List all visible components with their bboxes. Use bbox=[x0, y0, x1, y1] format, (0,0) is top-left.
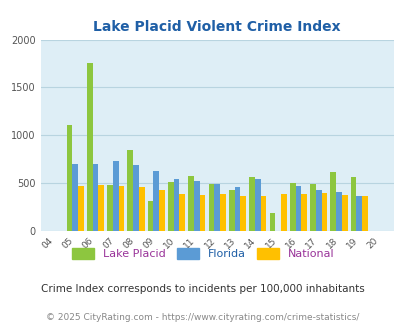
Text: Crime Index corresponds to incidents per 100,000 inhabitants: Crime Index corresponds to incidents per… bbox=[41, 284, 364, 294]
Bar bbox=[356, 196, 361, 231]
Legend: Lake Placid, Florida, National: Lake Placid, Florida, National bbox=[67, 243, 338, 263]
Text: © 2025 CityRating.com - https://www.cityrating.com/crime-statistics/: © 2025 CityRating.com - https://www.city… bbox=[46, 313, 359, 322]
Bar bbox=[199, 195, 205, 231]
Bar bbox=[98, 185, 104, 231]
Bar bbox=[301, 194, 306, 231]
Bar bbox=[118, 186, 124, 231]
Bar bbox=[66, 125, 72, 231]
Bar bbox=[168, 182, 173, 231]
Bar bbox=[153, 171, 159, 231]
Bar bbox=[78, 186, 83, 231]
Bar bbox=[133, 165, 139, 231]
Bar bbox=[173, 179, 179, 231]
Bar bbox=[147, 201, 153, 231]
Bar bbox=[350, 178, 356, 231]
Bar bbox=[280, 194, 286, 231]
Bar bbox=[87, 63, 92, 231]
Title: Lake Placid Violent Crime Index: Lake Placid Violent Crime Index bbox=[93, 20, 340, 34]
Bar bbox=[179, 194, 185, 231]
Bar bbox=[92, 164, 98, 231]
Bar bbox=[269, 213, 275, 231]
Bar bbox=[295, 186, 301, 231]
Bar bbox=[113, 161, 118, 231]
Bar bbox=[194, 181, 199, 231]
Bar bbox=[335, 192, 341, 231]
Bar bbox=[228, 190, 234, 231]
Bar bbox=[260, 196, 266, 231]
Bar bbox=[330, 172, 335, 231]
Bar bbox=[127, 150, 133, 231]
Bar bbox=[139, 187, 144, 231]
Bar bbox=[289, 183, 295, 231]
Bar bbox=[107, 185, 113, 231]
Bar bbox=[254, 179, 260, 231]
Bar bbox=[249, 178, 254, 231]
Bar bbox=[234, 187, 240, 231]
Bar bbox=[214, 183, 220, 231]
Bar bbox=[159, 190, 164, 231]
Bar bbox=[361, 196, 367, 231]
Bar bbox=[240, 196, 245, 231]
Bar bbox=[72, 164, 78, 231]
Bar bbox=[208, 183, 214, 231]
Bar bbox=[315, 190, 321, 231]
Bar bbox=[309, 183, 315, 231]
Bar bbox=[341, 195, 347, 231]
Bar bbox=[321, 193, 326, 231]
Bar bbox=[188, 176, 194, 231]
Bar bbox=[220, 194, 225, 231]
